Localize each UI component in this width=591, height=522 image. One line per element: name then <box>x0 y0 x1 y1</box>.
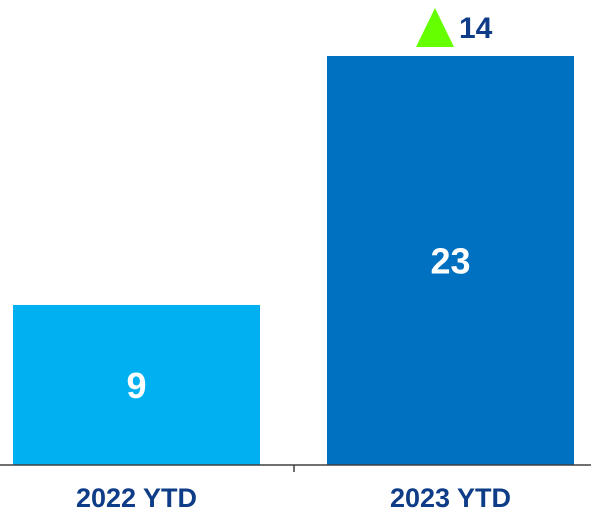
bar-value-label: 23 <box>430 241 470 282</box>
bar-2022-ytd <box>13 304 260 465</box>
bar-value-label: 9 <box>126 365 146 406</box>
category-labels-group: 2022 YTD 2023 YTD <box>76 483 511 513</box>
change-value-label: 14 <box>459 12 493 45</box>
bars-group: 9 23 <box>13 56 574 465</box>
change-annotation: 14 <box>416 8 493 47</box>
x-tick-label: 2022 YTD <box>76 483 197 513</box>
up-triangle-icon <box>416 8 454 47</box>
bar-2023-ytd <box>327 56 574 465</box>
x-tick-label: 2023 YTD <box>390 483 511 513</box>
